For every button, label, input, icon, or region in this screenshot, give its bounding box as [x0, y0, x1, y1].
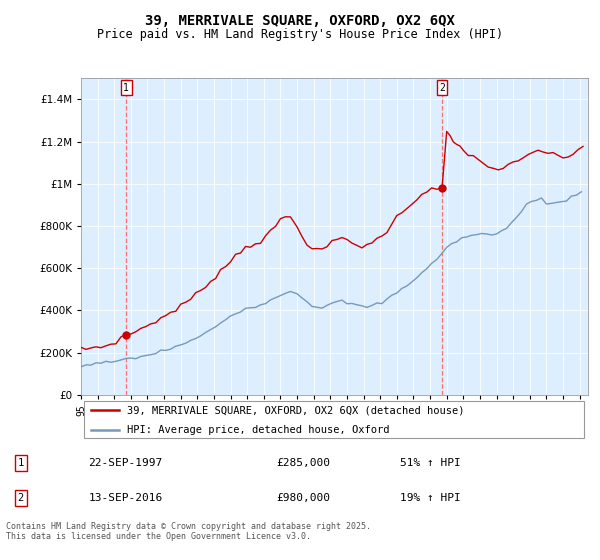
Text: HPI: Average price, detached house, Oxford: HPI: Average price, detached house, Oxfo… [127, 424, 389, 435]
FancyBboxPatch shape [83, 401, 584, 438]
Text: Contains HM Land Registry data © Crown copyright and database right 2025.
This d: Contains HM Land Registry data © Crown c… [6, 522, 371, 542]
Text: 2: 2 [439, 83, 445, 93]
Text: Price paid vs. HM Land Registry's House Price Index (HPI): Price paid vs. HM Land Registry's House … [97, 28, 503, 41]
Text: 1: 1 [123, 83, 129, 93]
Text: 19% ↑ HPI: 19% ↑ HPI [400, 493, 461, 503]
Text: 39, MERRIVALE SQUARE, OXFORD, OX2 6QX (detached house): 39, MERRIVALE SQUARE, OXFORD, OX2 6QX (d… [127, 405, 464, 415]
Text: 1: 1 [17, 459, 24, 468]
Text: £980,000: £980,000 [277, 493, 331, 503]
Text: 13-SEP-2016: 13-SEP-2016 [88, 493, 163, 503]
Text: 2: 2 [17, 493, 24, 503]
Text: 51% ↑ HPI: 51% ↑ HPI [400, 459, 461, 468]
Text: 39, MERRIVALE SQUARE, OXFORD, OX2 6QX: 39, MERRIVALE SQUARE, OXFORD, OX2 6QX [145, 14, 455, 28]
Text: £285,000: £285,000 [277, 459, 331, 468]
Text: 22-SEP-1997: 22-SEP-1997 [88, 459, 163, 468]
